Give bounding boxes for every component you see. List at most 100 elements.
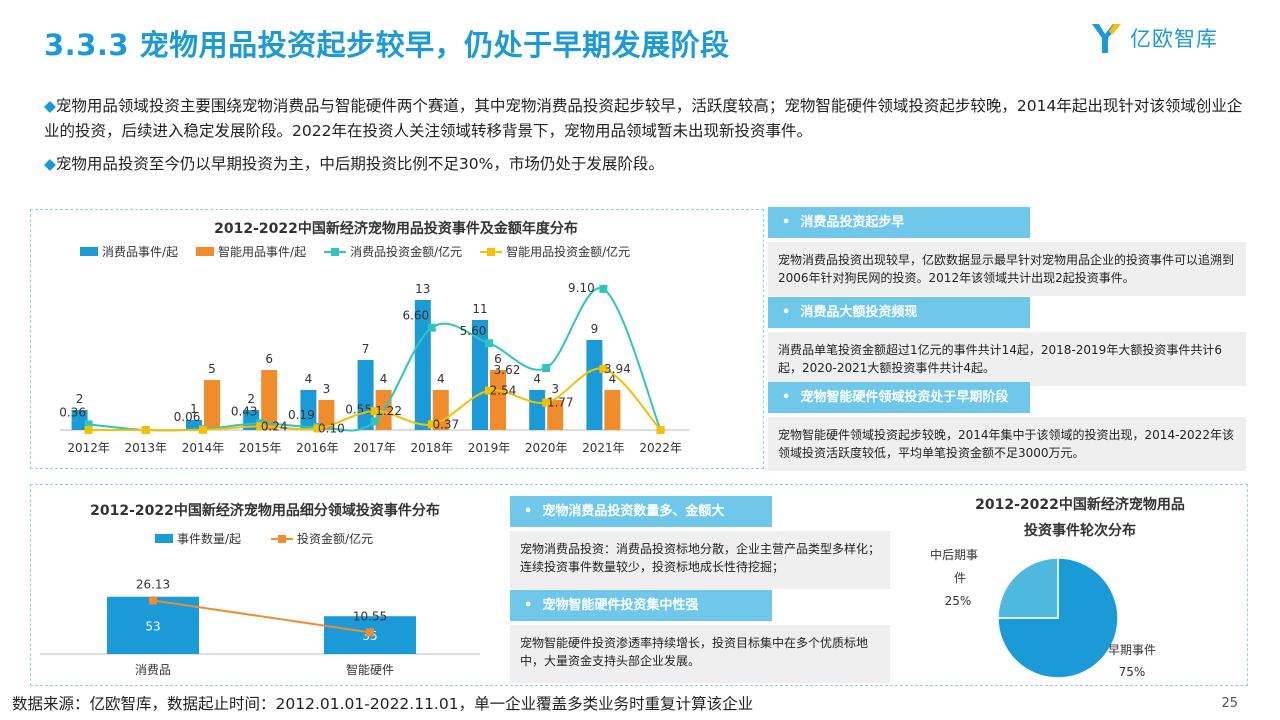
line-data-label: 0.43: [231, 404, 258, 418]
bar-data-label: 6: [494, 352, 502, 366]
info-card-body: 宠物消费品投资出现较早，亿欧数据显示最早针对宠物用品企业的投资事件可以追溯到20…: [768, 242, 1246, 296]
line-data-label: 0.06: [174, 410, 201, 424]
bar-consumer: [586, 340, 603, 430]
line-marker: [427, 420, 436, 429]
bar-data-label: 1: [190, 402, 198, 416]
intro-paragraph-2: ◆宠物用品投资至今仍以早期投资为主，中后期投资比例不足30%，市场仍处于发展阶段…: [44, 152, 1244, 177]
pie-slice-name: 件: [954, 571, 966, 585]
line-data-label: 1.22: [375, 404, 402, 418]
annual-chart-panel: [30, 209, 764, 469]
bullet-dot-icon: •: [782, 215, 791, 230]
line-marker: [542, 364, 551, 372]
line-marker: [366, 628, 374, 637]
bar-data-label: 9: [591, 322, 599, 336]
round-chart-title-line2: 投资事件轮次分布: [1024, 523, 1136, 539]
bar-data-label: 53: [145, 619, 160, 633]
line-marker: [542, 398, 551, 407]
bar-consumer: [300, 390, 317, 430]
x-tick-label: 2014年: [182, 441, 225, 455]
intro-text-2: 宠物用品投资至今仍以早期投资为主，中后期投资比例不足30%，市场仍处于发展阶段。: [55, 155, 664, 173]
bar-data-label: 7: [362, 342, 370, 356]
round-chart-title-line1: 2012-2022中国新经济宠物用品: [975, 497, 1185, 513]
line-invest-amount: [152, 599, 371, 634]
x-tick-label: 2012年: [67, 441, 110, 455]
bar-smart: [490, 370, 506, 430]
card-head-text: 消费品大额投资频现: [800, 305, 918, 320]
line-marker: [256, 422, 265, 431]
pie-slice-name: 中后期事: [930, 547, 978, 562]
line-data-label: 0.37: [432, 417, 459, 431]
x-tick-label: 智能硬件: [346, 662, 394, 677]
pie-slice: [997, 557, 1059, 619]
bottom-panel: [30, 484, 1248, 686]
line-data-label: 0.10: [318, 421, 345, 435]
card-head-text: 宠物智能硬件领域投资处于早期阶段: [800, 390, 1009, 405]
line-marker: [370, 407, 379, 416]
x-tick-label: 2017年: [353, 441, 396, 455]
bar-data-label: 3: [323, 382, 331, 396]
bar-smart: [204, 380, 220, 430]
intro-paragraph-1: ◆宠物用品领域投资主要围绕宠物消费品与智能硬件两个赛道，其中宠物消费品投资起步较…: [44, 94, 1244, 144]
bar-data-label: 4: [380, 372, 388, 386]
info-card-smart-concentration: • 宠物智能硬件投资集中性强: [510, 590, 772, 621]
line-marker: [84, 420, 93, 429]
info-card-body: 消费品单笔投资金额超过1亿元的事件共计14起，2018-2019年大额投资事件共…: [768, 332, 1246, 386]
line-marker: [149, 596, 157, 605]
bar-smart: [604, 390, 621, 430]
bar-smart: [318, 400, 335, 430]
diamond-bullet-icon: ◆: [44, 155, 56, 173]
pie-slice-label: 75%: [1119, 665, 1146, 679]
info-card-body: 宠物消费品投资：消费品投资标地分散，企业主营产品类型多样化；连续投资事件数量较少…: [510, 531, 890, 589]
x-tick-label: 2019年: [468, 441, 511, 455]
info-card-consumer-volume: • 宠物消费品投资数量多、金额大: [510, 496, 772, 527]
bullet-dot-icon: •: [524, 504, 533, 519]
line-marker: [370, 417, 379, 426]
line-data-label: 2.54: [490, 384, 517, 398]
page-title: 3.3.3 宠物用品投资起步较早，仍处于早期发展阶段: [44, 28, 730, 62]
pie-slice-name: 早期事件: [1108, 643, 1156, 657]
line-smart-amount: [88, 367, 662, 432]
bar-data-label: 3: [551, 382, 559, 396]
info-card-consumer-early: • 消费品投资起步早: [768, 207, 1030, 238]
segment-chart-title: 2012-2022中国新经济宠物用品细分领域投资事件分布: [90, 503, 440, 519]
bar-data-label: 2: [76, 392, 84, 406]
bullet-dot-icon: •: [782, 390, 791, 405]
line-marker: [599, 364, 608, 373]
line-marker: [313, 424, 322, 433]
logo-text: 亿欧智库: [1130, 27, 1218, 51]
bar-consumer: [186, 420, 202, 430]
pie-slice: [997, 557, 1119, 679]
bar-smart: [547, 400, 564, 430]
bar-data-label: 5: [208, 362, 216, 376]
bar-data-label: 4: [609, 372, 617, 386]
line-marker: [199, 425, 207, 434]
bar-consumer: [71, 410, 88, 430]
line-marker: [485, 339, 493, 348]
page-number: 25: [1221, 696, 1238, 711]
segment-chart-legend: 事件数量/起 投资金额/亿元: [155, 530, 373, 547]
line-data-label: 6.60: [402, 309, 429, 323]
bar-consumer: [529, 390, 546, 430]
card-head-text: 宠物智能硬件投资集中性强: [542, 598, 699, 613]
line-data-label: 10.55: [353, 609, 387, 623]
legend-item-consumer-events: 消费品事件/起: [80, 243, 178, 260]
legend-item-smart-events: 智能用品事件/起: [196, 243, 306, 260]
line-data-label: 0.24: [261, 419, 288, 433]
line-data-label: 9.10: [568, 281, 595, 295]
logo-icon: [1092, 24, 1121, 53]
bar-data-label: 13: [415, 282, 430, 296]
annual-chart: 2012年 2013年 2014年 2015年 2016年 2017年 2018年 2019年…: [59, 281, 690, 455]
x-tick-label: 2015年: [239, 441, 282, 455]
line-data-label: 3.94: [604, 362, 631, 376]
bar-data-label: 11: [472, 302, 487, 316]
line-marker: [599, 284, 608, 293]
line-marker: [427, 323, 436, 332]
diamond-bullet-icon: ◆: [44, 97, 56, 115]
bullet-dot-icon: •: [524, 598, 533, 613]
bar-data-label: 4: [305, 372, 313, 386]
info-card-body: 宠物智能硬件投资渗透率持续增长，投资目标集中在多个优质标地中，大量资金支持头部企…: [510, 625, 890, 683]
line-marker: [656, 426, 665, 434]
intro-text-1: 宠物用品领域投资主要围绕宠物消费品与智能硬件两个赛道，其中宠物消费品投资起步较早…: [44, 97, 1243, 140]
x-tick-label: 2020年: [525, 441, 568, 455]
